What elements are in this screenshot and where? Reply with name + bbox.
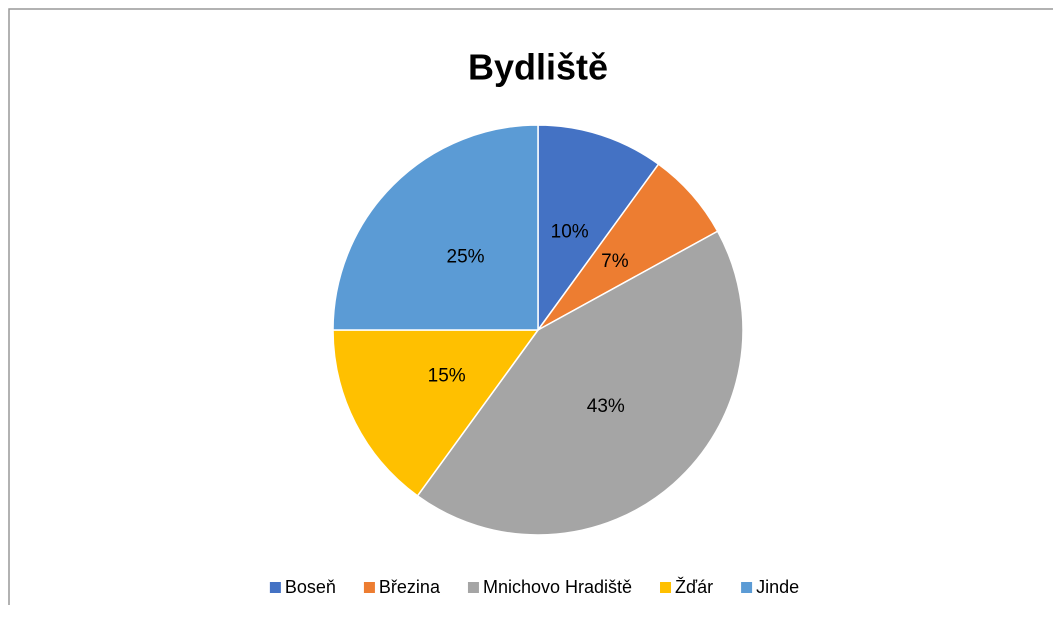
data-label: 7% <box>601 251 629 272</box>
legend-label: Březina <box>379 577 441 597</box>
legend-label: Žďár <box>675 577 713 597</box>
legend-swatch <box>660 582 672 593</box>
data-label: 25% <box>447 247 485 268</box>
pie: 10% 7% 43% 15% 25% <box>332 124 744 536</box>
legend-label: Boseň <box>285 577 336 597</box>
data-label: 10% <box>551 222 589 243</box>
frame <box>8 8 1053 605</box>
legend-swatch <box>363 582 375 593</box>
pie-slice <box>332 329 540 497</box>
legend-label: Jinde <box>756 577 799 597</box>
pie-slice <box>537 124 660 333</box>
legend: Boseň Březina Mnichovo Hradiště Žďár Jinde <box>269 577 799 597</box>
data-label: 43% <box>587 396 625 417</box>
data-label: 15% <box>428 366 466 387</box>
legend-swatch <box>467 582 479 593</box>
pie-slice <box>332 124 539 331</box>
pie-slice <box>416 230 744 536</box>
legend-swatch <box>741 582 753 593</box>
chart-title: Bydliště <box>468 47 608 88</box>
legend-swatch <box>269 582 281 593</box>
legend-label: Mnichovo Hradiště <box>483 577 632 597</box>
